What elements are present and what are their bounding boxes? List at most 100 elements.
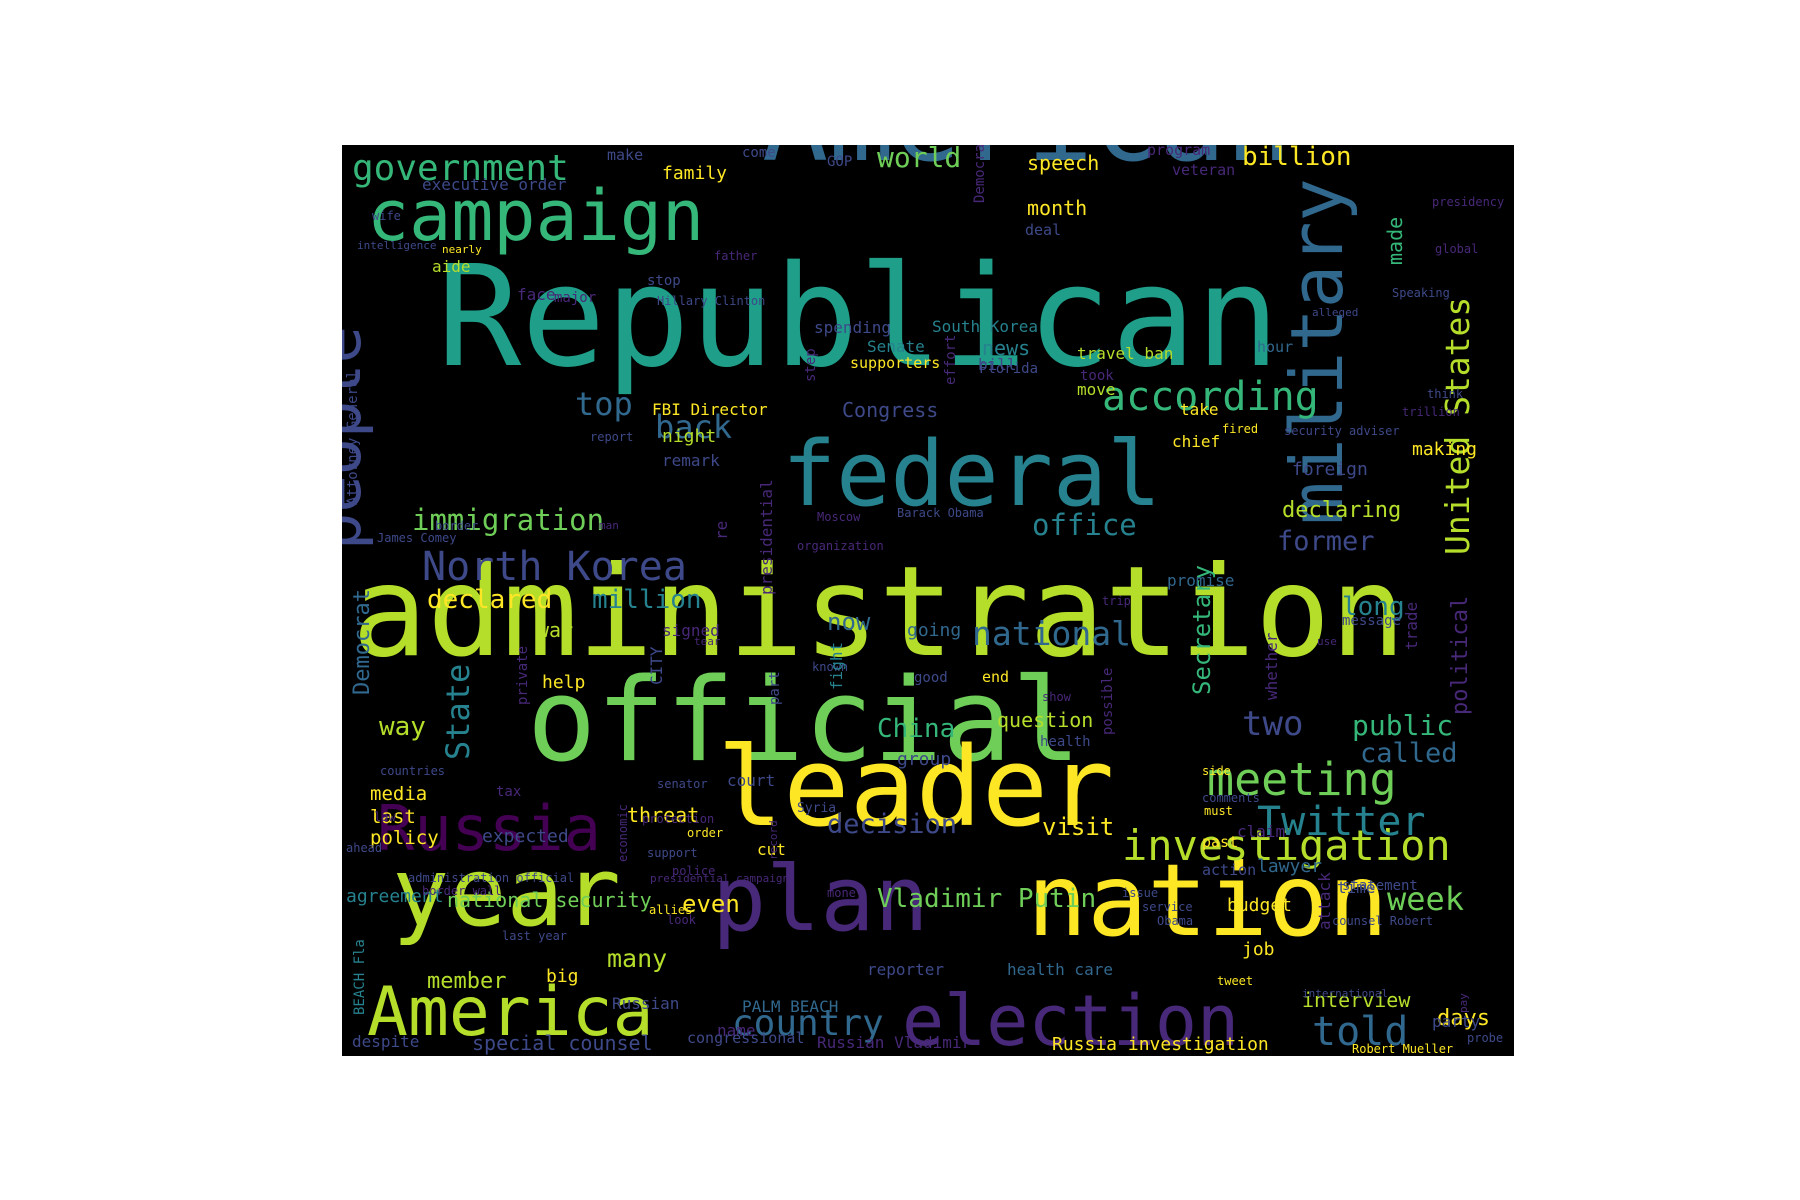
word-fbi-director: FBI Director — [652, 400, 768, 419]
word-member: member — [427, 969, 506, 994]
word-political: political — [1448, 596, 1473, 715]
word-help: help — [542, 672, 585, 693]
word-supporters: supporters — [850, 354, 940, 372]
word-spending: spending — [814, 318, 891, 337]
word-come: come — [742, 145, 776, 161]
word-whether: whether — [1262, 632, 1281, 700]
word-reporter: reporter — [867, 960, 944, 979]
word-family: family — [662, 163, 727, 184]
word-face: face — [517, 285, 556, 304]
word-north-korea: North Korea — [422, 544, 687, 590]
word-top: top — [575, 385, 633, 423]
word-take: take — [1180, 400, 1219, 419]
word-investigation: investigation — [1122, 821, 1451, 870]
word-visit: visit — [1042, 813, 1114, 841]
word-last: last — [370, 806, 416, 828]
word-side: side — [1202, 764, 1231, 778]
word-tweet: tweet — [1217, 974, 1253, 988]
word-declaring: declaring — [1282, 498, 1401, 523]
word-vladimir-putin: Vladimir Putin — [877, 884, 1096, 914]
word-syria: Syria — [797, 801, 836, 816]
word-days: days — [1437, 1006, 1490, 1031]
word-protection: protection — [642, 812, 714, 826]
word-senate: Senate — [867, 337, 925, 356]
word-leader: leader — [717, 723, 1114, 851]
word-wife: wife — [372, 209, 401, 223]
word-pay: pay — [1457, 993, 1470, 1013]
word-congressional: congressional — [687, 1029, 804, 1047]
word-despite: despite — [352, 1032, 419, 1051]
word-world: world — [877, 145, 961, 174]
word-senator: senator — [657, 777, 708, 791]
word-action: action — [1202, 861, 1256, 879]
word-effort: effort — [943, 334, 959, 385]
word-travel-ban: travel ban — [1077, 344, 1173, 363]
word-billion: billion — [1242, 145, 1352, 172]
word-policy: policy — [370, 827, 439, 849]
word-media: media — [370, 783, 427, 805]
word-united-states: United States — [1438, 297, 1477, 555]
word-major: major — [554, 290, 596, 306]
word-border-wall: border wall — [422, 884, 501, 898]
word-south-korea: South Korea — [932, 317, 1038, 336]
word-border: border — [435, 519, 478, 533]
word-money: money — [827, 886, 863, 900]
word-attorney-general: Attorney General — [345, 370, 361, 505]
word-veteran: veteran — [1172, 161, 1235, 179]
word-former: former — [1277, 526, 1375, 557]
word-month: month — [1027, 196, 1087, 220]
word-nation: nation — [1027, 842, 1388, 959]
word-police: police — [672, 864, 715, 878]
word-good: good — [914, 670, 948, 686]
word-speech: speech — [1027, 151, 1099, 175]
word-going: going — [907, 620, 961, 641]
word-decision: decision — [827, 809, 957, 840]
word-last-year: last year — [502, 929, 567, 943]
word-man: man — [599, 519, 619, 532]
word-global: global — [1435, 242, 1478, 256]
word-alleged: alleged — [1312, 306, 1358, 319]
word-russian-vladimir: Russian Vladimir — [817, 1033, 971, 1052]
word-meeting: meeting — [1207, 753, 1397, 806]
word-took: took — [1080, 368, 1114, 384]
word-made: made — [1383, 217, 1407, 265]
word-ahead: ahead — [346, 841, 382, 855]
word-agreement: agreement — [346, 886, 444, 907]
word-national-security: national security — [447, 888, 652, 912]
word-democrat: Democrat — [350, 589, 375, 695]
word-moscow: Moscow — [817, 510, 861, 524]
word-official: official — [527, 654, 1081, 788]
word-bill: bill — [978, 355, 1017, 374]
word-possible: possible — [1100, 668, 1116, 735]
word-counsel-robert: counsel Robert — [1332, 914, 1433, 928]
word-time: time — [1337, 878, 1376, 897]
word-nearly: nearly — [442, 243, 482, 256]
word-must: must — [1204, 804, 1233, 818]
word-obama: Obama — [1157, 914, 1193, 928]
word-florida: Florida — [979, 361, 1038, 377]
word-countries: countries — [380, 764, 445, 778]
word-cloud-svg: administrationRepublicanofficialAmerican… — [342, 145, 1504, 1056]
word-city: CITY — [647, 646, 666, 685]
word-part: part — [767, 671, 783, 705]
word-even: even — [682, 890, 740, 918]
word-private: private — [515, 646, 531, 705]
word-night: night — [662, 426, 716, 447]
word-health: health — [1040, 734, 1091, 750]
word-organization: organization — [797, 539, 884, 553]
word-signed: signed — [662, 621, 720, 640]
word-service: service — [1142, 900, 1193, 914]
word-many: many — [607, 944, 667, 973]
word-aide: aide — [432, 257, 471, 276]
word-national: national — [972, 614, 1131, 653]
word-administration-official: administration official — [408, 871, 574, 885]
word-security-adviser: security adviser — [1284, 424, 1400, 438]
word-father: father — [714, 249, 757, 263]
word-move: move — [1077, 380, 1116, 399]
word-message: message — [1342, 613, 1401, 629]
word-country: country — [732, 1003, 884, 1044]
word-hour: hour — [1257, 338, 1293, 356]
word-re: re — [712, 521, 731, 540]
word-probe: probe — [1467, 1031, 1503, 1045]
word-think: think — [1427, 387, 1464, 401]
